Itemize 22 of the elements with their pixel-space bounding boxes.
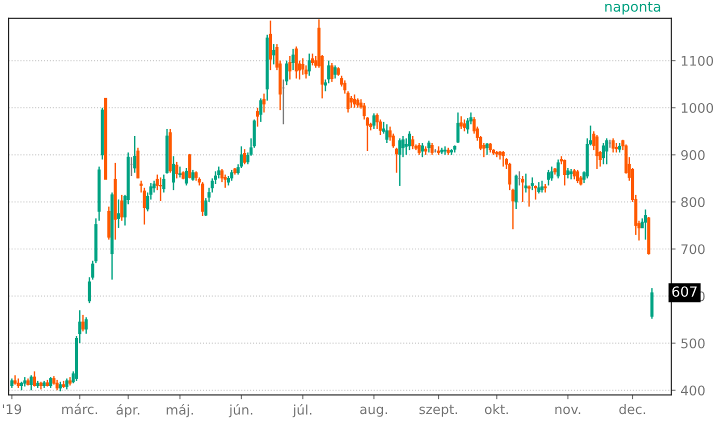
y-tick-label: 700 [681, 244, 705, 254]
candlestick [104, 98, 108, 180]
x-tick-label: márc. [62, 403, 98, 414]
candlestick [159, 176, 162, 202]
text: naponta [605, 2, 660, 15]
x-tick-label: aug. [360, 406, 387, 417]
x-tick-label: '19 [2, 404, 22, 414]
x-tick-label: okt. [484, 404, 508, 414]
y-tick-label: 400 [681, 385, 705, 396]
y-tick-label: 900 [681, 150, 705, 160]
y-tick-label: 1100 [682, 56, 714, 66]
x-tick-label: jún. [228, 404, 252, 418]
x-tick-label: szept. [419, 404, 457, 417]
x-tick-label: ápr. [116, 404, 140, 418]
x-tick-label: nov. [555, 406, 580, 414]
x-tick-label: júl. [292, 404, 312, 418]
y-tick-label: 1000 [682, 102, 714, 113]
x-tick-label: dec. [619, 404, 646, 414]
x-tick-label: máj. [166, 404, 193, 418]
y-tick-label: 800 [681, 197, 705, 208]
text: 607 [672, 286, 697, 297]
y-tick-label: 500 [681, 338, 705, 348]
